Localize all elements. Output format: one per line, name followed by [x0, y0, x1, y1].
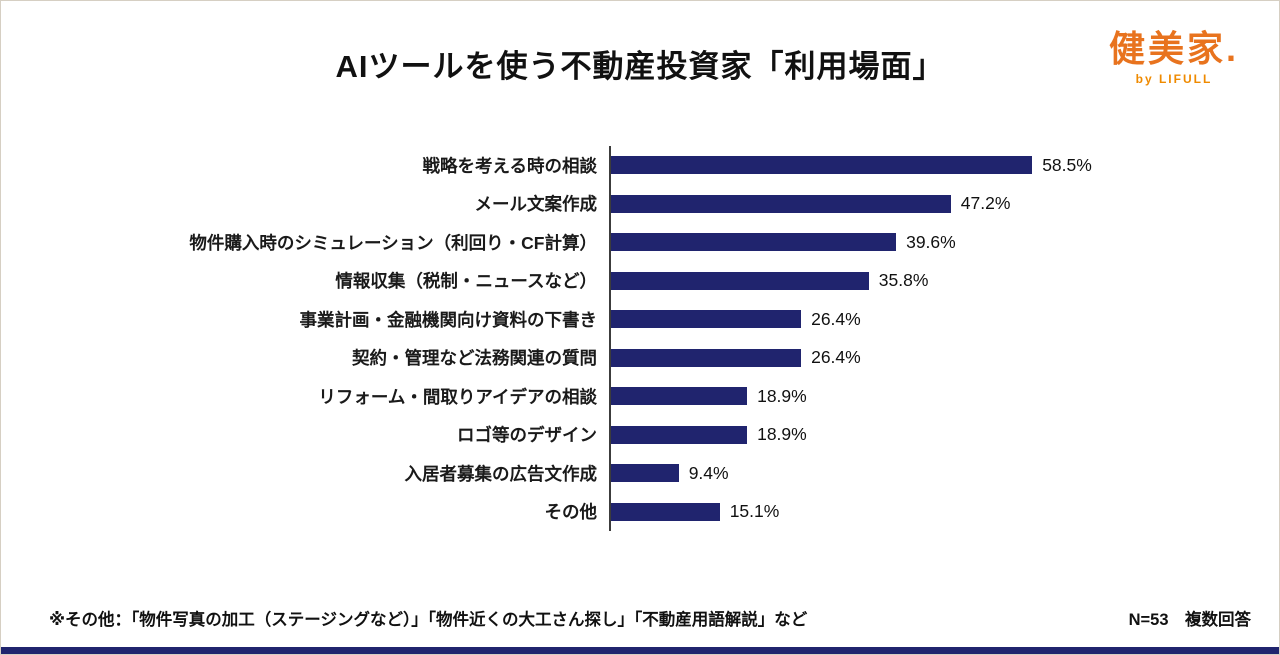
bar: [611, 502, 720, 521]
category-label: メール文案作成: [474, 194, 598, 215]
chart-row: 戦略を考える時の相談 58.5%: [1, 146, 1279, 185]
value-label: 35.8%: [878, 270, 929, 291]
chart-row: 入居者募集の広告文作成 9.4%: [1, 454, 1279, 493]
bar: [611, 271, 869, 290]
bar: [611, 387, 748, 406]
logo-brand-text: 健美家.: [1109, 29, 1239, 69]
bar-area: 18.9%: [609, 415, 1279, 454]
bar: [611, 233, 897, 252]
bar: [611, 464, 679, 483]
value-label: 18.9%: [757, 424, 807, 445]
value-label: 58.5%: [1042, 154, 1092, 175]
category-label: その他: [544, 502, 598, 523]
bar-area: 47.2%: [609, 184, 1279, 223]
chart-row: 情報収集（税制・ニュースなど） 35.8%: [1, 261, 1279, 300]
kenbiya-logo: 健美家. by LIFULL: [1109, 29, 1239, 86]
sample-size: N=53 複数回答: [1128, 611, 1251, 629]
chart-row: リフォーム・間取りアイデアの相談 18.9%: [1, 377, 1279, 416]
value-label: 9.4%: [688, 462, 729, 483]
bar-area: 35.8%: [609, 261, 1279, 300]
chart-row: 事業計画・金融機関向け資料の下書き 26.4%: [1, 300, 1279, 339]
chart-row: メール文案作成 47.2%: [1, 184, 1279, 223]
value-label: 15.1%: [729, 501, 780, 522]
bar-area: 58.5%: [609, 146, 1279, 185]
bar: [611, 425, 748, 444]
bar-area: 15.1%: [609, 492, 1279, 531]
bar: [611, 348, 802, 367]
value-label: 26.4%: [811, 308, 861, 329]
bar: [611, 194, 951, 213]
bottom-accent-bar: [1, 647, 1279, 654]
chart-row: 契約・管理など法務関連の質問 26.4%: [1, 338, 1279, 377]
category-label: リフォーム・間取りアイデアの相談: [318, 386, 597, 407]
chart-row: その他 15.1%: [1, 492, 1279, 531]
category-label: 入居者募集の広告文作成: [404, 463, 598, 484]
value-label: 47.2%: [960, 193, 1011, 214]
bar: [611, 310, 802, 329]
value-label: 18.9%: [757, 385, 807, 406]
bar-area: 26.4%: [609, 338, 1279, 377]
bar-area: 18.9%: [609, 377, 1279, 416]
value-label: 26.4%: [811, 347, 861, 368]
category-label: 戦略を考える時の相談: [422, 155, 597, 176]
category-label: 物件購入時のシミュレーション（利回り・CF計算）: [189, 232, 597, 253]
bar-area: 9.4%: [609, 454, 1279, 493]
logo-dot: .: [1225, 28, 1239, 69]
footnote: ※その他：「物件写真の加工（ステージングなど）」「物件近くの大工さん探し」「不動…: [49, 611, 808, 629]
category-label: 事業計画・金融機関向け資料の下書き: [299, 309, 598, 330]
chart-rows: 戦略を考える時の相談 58.5% メール文案作成 47.2% 物件購入時のシミュレーショ…: [1, 146, 1279, 531]
page-title: AIツールを使う不動産投資家「利用場面」: [335, 49, 945, 84]
category-label: 情報収集（税制・ニュースなど）: [335, 271, 597, 292]
category-label: 契約・管理など法務関連の質問: [352, 348, 597, 369]
bar-chart: 戦略を考える時の相談 58.5% メール文案作成 47.2% 物件購入時のシミュレーショ…: [1, 146, 1279, 531]
chart-footer: ※その他：「物件写真の加工（ステージングなど）」「物件近くの大工さん探し」「不動…: [1, 606, 1279, 630]
value-label: 39.6%: [906, 231, 956, 252]
bar-area: 39.6%: [609, 223, 1279, 262]
bar-area: 26.4%: [609, 300, 1279, 339]
logo-byline: by LIFULL: [1135, 71, 1213, 86]
category-label: ロゴ等のデザイン: [457, 425, 597, 446]
chart-row: 物件購入時のシミュレーション（利回り・CF計算） 39.6%: [1, 223, 1279, 262]
bar: [611, 156, 1033, 175]
chart-row: ロゴ等のデザイン 18.9%: [1, 415, 1279, 454]
logo-brand-name: 健美家: [1108, 28, 1226, 69]
